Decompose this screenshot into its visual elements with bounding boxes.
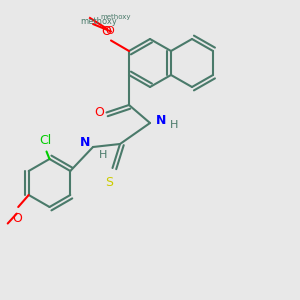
Text: O: O xyxy=(105,26,114,36)
Text: H: H xyxy=(99,149,107,160)
Text: H: H xyxy=(169,119,178,130)
Text: O: O xyxy=(12,212,22,224)
Text: Cl: Cl xyxy=(39,134,51,147)
Text: methoxy: methoxy xyxy=(81,16,117,26)
Text: O: O xyxy=(94,106,104,119)
Text: S: S xyxy=(106,176,113,188)
Text: N: N xyxy=(80,136,90,149)
Text: O: O xyxy=(102,25,111,38)
Text: N: N xyxy=(156,113,166,127)
Text: methoxy: methoxy xyxy=(100,14,131,20)
